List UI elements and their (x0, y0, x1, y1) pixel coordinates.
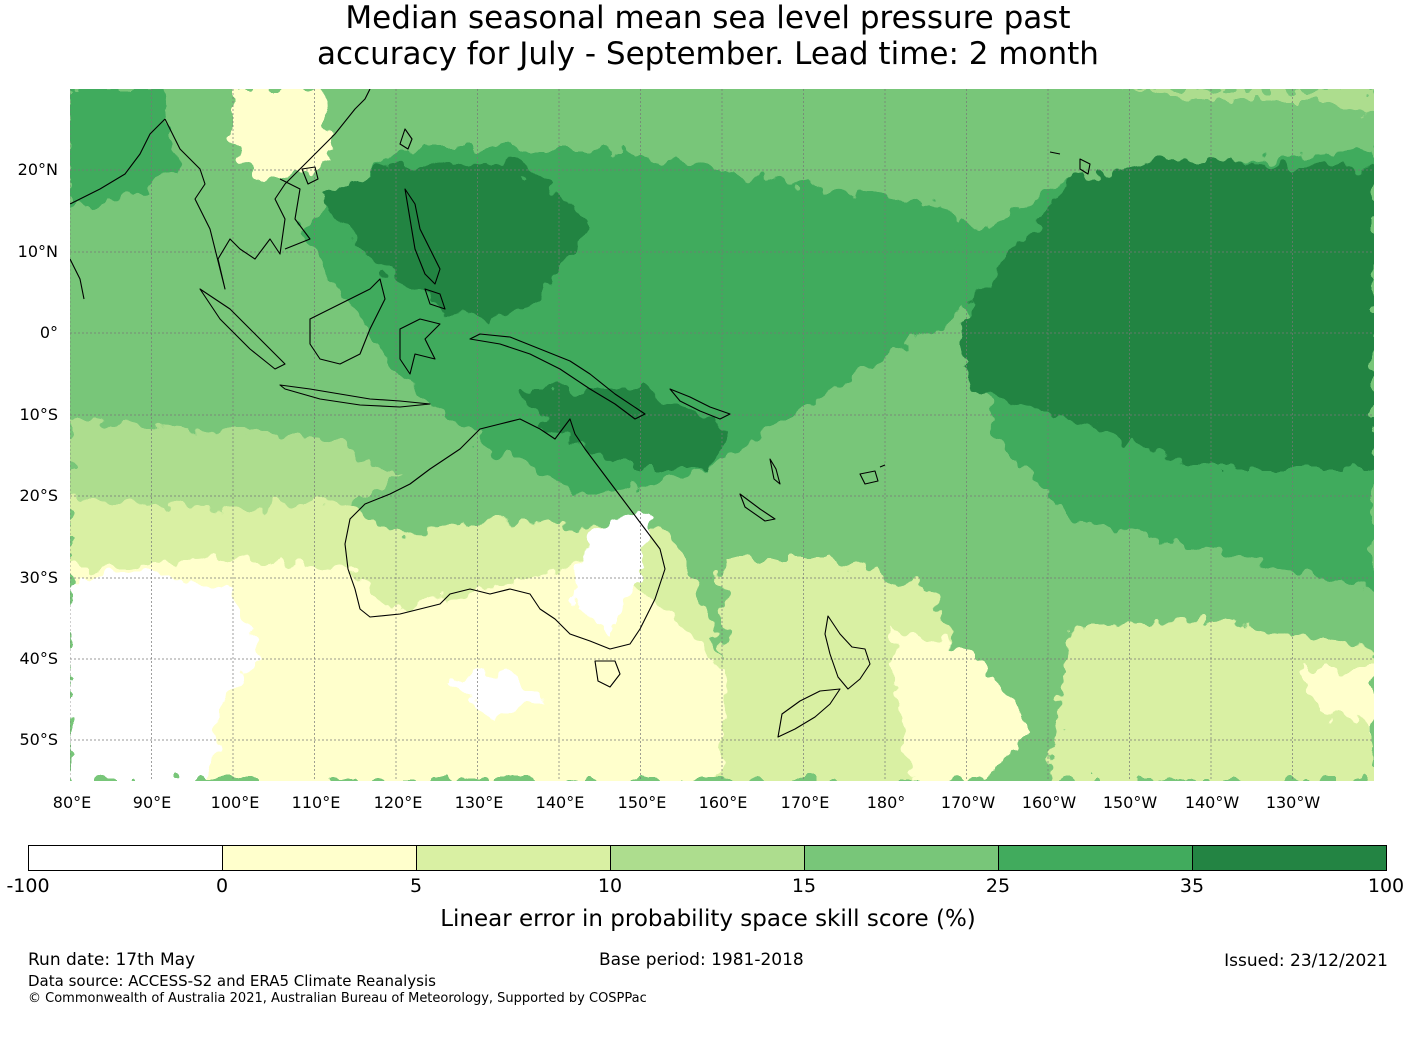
skill-region-0-5-southeast (1300, 669, 1374, 729)
colorbar-tick-35: 35 (1179, 875, 1205, 897)
lat-label-equator: 0° (39, 323, 58, 342)
coastline-vietnam (279, 178, 311, 250)
colorbar-tick-100: 100 (1367, 875, 1405, 897)
skill-region-negative-south-australia (450, 669, 540, 719)
skill-region-0-5-new-zealand (890, 629, 1030, 781)
colorbar-segment-5-10 (416, 846, 610, 870)
colorbar-tick-5: 5 (409, 875, 423, 897)
coastline-new-zealand-north (824, 615, 871, 690)
lon-label-160w: 160°W (1021, 793, 1077, 812)
coastline-taiwan (399, 128, 413, 150)
colorbar-tick-0: 0 (215, 875, 229, 897)
coastline-philippines (404, 188, 446, 310)
colorbar-tick-minus-100: -100 (6, 875, 50, 897)
lon-label-140e: 140°E (535, 793, 585, 812)
coastline-sumatra (199, 288, 286, 370)
skill-region-0-5-indochina (230, 89, 332, 184)
coastline-australia (344, 418, 666, 650)
skill-region-35-100-coral-sea (520, 389, 730, 469)
issued-date: Issued: 23/12/2021 (1224, 951, 1388, 971)
graticule (70, 89, 1374, 781)
lat-label-10s: 10°S (19, 405, 58, 424)
data-source: Data source: ACCESS-S2 and ERA5 Climate … (28, 972, 436, 990)
coastline-solomon-islands (669, 388, 731, 420)
map-title: Median seasonal mean sea level pressure … (0, 0, 1416, 72)
skill-region-negative-southwest (70, 569, 260, 781)
lon-label-150w: 150°W (1102, 793, 1158, 812)
skill-region-5-10-southeast (1050, 619, 1374, 781)
lat-label-50s: 50°S (19, 730, 58, 749)
lon-label-130w: 130°W (1265, 793, 1321, 812)
coastline-borneo (309, 278, 386, 365)
colorbar-label: Linear error in probability space skill … (440, 906, 976, 932)
lon-label-120e: 120°E (373, 793, 423, 812)
coastline-new-zealand-south (777, 688, 841, 738)
lon-label-130e: 130°E (454, 793, 504, 812)
skill-regions (70, 89, 1374, 781)
lon-label-180: 180° (866, 793, 906, 812)
lon-label-170e: 170°E (780, 793, 830, 812)
copyright-notice: © Commonwealth of Australia 2021, Austra… (28, 991, 647, 1006)
coastline-fiji (859, 464, 886, 485)
title-line-2: accuracy for July - September. Lead time… (317, 36, 1099, 72)
lon-label-110e: 110°E (291, 793, 341, 812)
base-period: Base period: 1981-2018 (599, 950, 804, 970)
coastline-new-caledonia (739, 493, 776, 522)
skill-region-35-100-equatorial-pacific (960, 159, 1374, 469)
coastline-new-guinea (469, 333, 646, 420)
colorbar-segment-10-15 (610, 846, 804, 870)
skill-region-35-100-philippine-sea (320, 159, 590, 324)
lon-label-100e: 100°E (210, 793, 260, 812)
coastline-tasmania (594, 660, 621, 688)
lon-label-160e: 160°E (698, 793, 748, 812)
coastlines (70, 89, 1091, 738)
skill-region-25-35-india (70, 89, 175, 209)
skill-region-10-15-north (70, 89, 1374, 119)
lon-label-80e: 80°E (52, 793, 92, 812)
colorbar-segment-15-25 (804, 846, 998, 870)
colorbar-segment-negative (29, 846, 222, 870)
coastline-sulawesi (399, 318, 441, 375)
colorbar-segment-25-35 (998, 846, 1192, 870)
coastline-hainan (301, 166, 319, 185)
skill-region-negative-australia-east (570, 509, 650, 629)
lat-label-40s: 40°S (19, 649, 58, 668)
coastline-hawaii (1049, 151, 1091, 175)
coastline-southeast-asia (164, 89, 371, 290)
coastline-india (70, 118, 166, 300)
colorbar-tick-10: 10 (597, 875, 623, 897)
lon-label-90e: 90°E (132, 793, 172, 812)
lat-label-30s: 30°S (19, 568, 58, 587)
skill-score-map (70, 89, 1374, 781)
run-date: Run date: 17th May (28, 950, 196, 970)
lat-label-20n: 20°N (17, 160, 58, 179)
colorbar-segment-0-5 (222, 846, 416, 870)
lon-label-150e: 150°E (617, 793, 667, 812)
lon-label-170w: 170°W (940, 793, 996, 812)
colorbar-tick-25: 25 (985, 875, 1011, 897)
colorbar-tick-15: 15 (791, 875, 817, 897)
coastline-vanuatu (769, 458, 781, 485)
lat-label-10n: 10°N (17, 242, 58, 261)
colorbar-segment-35-100 (1192, 846, 1386, 870)
lat-label-20s: 20°S (19, 486, 58, 505)
coastline-java (279, 384, 431, 408)
title-line-1: Median seasonal mean sea level pressure … (345, 0, 1071, 36)
map-canvas (70, 89, 1374, 781)
lon-label-140w: 140°W (1184, 793, 1240, 812)
colorbar (28, 845, 1387, 871)
